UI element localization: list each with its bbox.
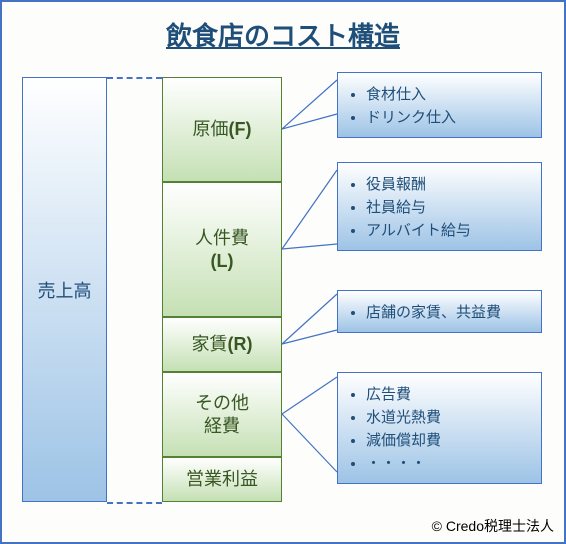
segment-cost-f: 原価(F)	[162, 77, 282, 182]
connectors	[282, 72, 338, 502]
detail-other-list: 広告費水道光熱費減価償却費・・・・	[344, 383, 531, 473]
page-title: 飲食店のコスト構造	[2, 16, 564, 53]
detail-rent-r-list: 店舗の家賃、共益費	[344, 301, 531, 322]
segment-rent-r-label: 家賃(R)	[192, 333, 253, 356]
list-item: 減価償却費	[366, 429, 531, 450]
list-item: 店舗の家賃、共益費	[366, 301, 531, 322]
segment-labor-l-label: 人件費(L)	[195, 227, 249, 272]
sales-bar: 売上高	[22, 77, 107, 502]
detail-labor-l-list: 役員報酬社員給与アルバイト給与	[344, 173, 531, 240]
detail-cost-f: 食材仕入ドリンク仕入	[337, 72, 542, 138]
segment-other: その他経費	[162, 372, 282, 457]
segment-profit: 営業利益	[162, 457, 282, 502]
list-item: 水道光熱費	[366, 406, 531, 427]
segment-other-label: その他経費	[195, 392, 249, 437]
list-item: 広告費	[366, 383, 531, 404]
dashed-line-top	[107, 77, 162, 79]
segment-profit-label: 営業利益	[186, 468, 258, 491]
detail-rent-r: 店舗の家賃、共益費	[337, 290, 542, 333]
list-item: 役員報酬	[366, 173, 531, 194]
segment-labor-l: 人件費(L)	[162, 182, 282, 317]
detail-labor-l: 役員報酬社員給与アルバイト給与	[337, 162, 542, 251]
detail-cost-f-list: 食材仕入ドリンク仕入	[344, 83, 531, 127]
credit-text: © Credo税理士法人	[432, 516, 554, 536]
list-item: 食材仕入	[366, 83, 531, 104]
diagram-canvas: 飲食店のコスト構造 売上高 原価(F) 人件費(L) 家賃(R) その他経費 営…	[0, 0, 566, 544]
list-item: ドリンク仕入	[366, 106, 531, 127]
list-item: アルバイト給与	[366, 219, 531, 240]
segment-rent-r: 家賃(R)	[162, 317, 282, 372]
detail-other: 広告費水道光熱費減価償却費・・・・	[337, 372, 542, 484]
sales-bar-label: 売上高	[38, 277, 92, 303]
list-item: 社員給与	[366, 196, 531, 217]
dashed-line-bottom	[107, 502, 162, 504]
segment-cost-f-label: 原価(F)	[193, 118, 252, 141]
list-item: ・・・・	[366, 452, 531, 473]
